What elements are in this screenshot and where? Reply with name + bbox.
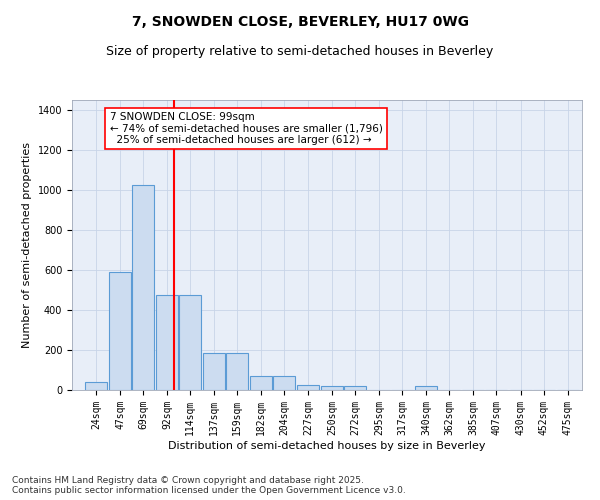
Text: 7, SNOWDEN CLOSE, BEVERLEY, HU17 0WG: 7, SNOWDEN CLOSE, BEVERLEY, HU17 0WG [131, 15, 469, 29]
Bar [179, 295, 201, 390]
Text: 7 SNOWDEN CLOSE: 99sqm
← 74% of semi-detached houses are smaller (1,796)
  25% o: 7 SNOWDEN CLOSE: 99sqm ← 74% of semi-det… [110, 112, 383, 145]
Bar [250, 376, 272, 390]
Bar [322, 386, 343, 390]
Text: Contains HM Land Registry data © Crown copyright and database right 2025.
Contai: Contains HM Land Registry data © Crown c… [12, 476, 406, 495]
Bar [226, 353, 248, 390]
Text: Size of property relative to semi-detached houses in Beverley: Size of property relative to semi-detach… [106, 45, 494, 58]
Bar [156, 295, 178, 390]
Bar [109, 272, 131, 390]
Bar [203, 353, 225, 390]
Bar [85, 382, 107, 390]
Bar [415, 386, 437, 390]
Bar [344, 386, 367, 390]
Bar [132, 185, 154, 390]
X-axis label: Distribution of semi-detached houses by size in Beverley: Distribution of semi-detached houses by … [168, 440, 486, 450]
Bar [298, 385, 319, 390]
Bar [273, 376, 295, 390]
Y-axis label: Number of semi-detached properties: Number of semi-detached properties [22, 142, 32, 348]
